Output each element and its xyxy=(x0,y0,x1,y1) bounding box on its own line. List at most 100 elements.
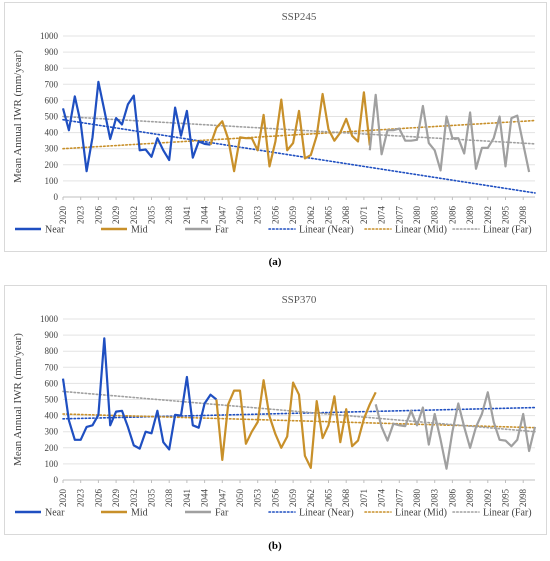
x-tick-label: 2068 xyxy=(341,489,351,508)
x-tick-label: 2062 xyxy=(306,489,316,507)
x-tick-label: 2044 xyxy=(200,206,210,225)
x-tick-label: 2050 xyxy=(235,206,245,225)
x-tick-label: 2059 xyxy=(288,489,298,508)
series-line-mid xyxy=(209,91,371,173)
legend-item-linear-mid: Linear (Mid) xyxy=(364,225,447,236)
legend-label: Linear (Mid) xyxy=(395,225,447,236)
legend-label: Far xyxy=(215,508,229,519)
y-tick-label: 500 xyxy=(45,395,59,405)
y-axis-label: Mean Annual IWR (mm/year) xyxy=(12,333,24,466)
legend-item-near: Near xyxy=(15,508,65,519)
x-tick-label: 2053 xyxy=(253,206,263,225)
y-tick-label: 0 xyxy=(54,192,59,202)
y-tick-label: 1000 xyxy=(40,314,59,324)
x-tick-label: 2029 xyxy=(111,489,121,508)
trendline-linear-near xyxy=(62,118,536,194)
x-tick-label: 2026 xyxy=(93,206,103,225)
y-axis-label: Mean Annual IWR (mm/year) xyxy=(12,50,24,183)
x-tick-label: 2089 xyxy=(465,206,475,225)
y-tick-label: 900 xyxy=(45,47,59,57)
legend-item-linear-far: Linear (Far) xyxy=(452,508,532,519)
series-line-mid xyxy=(215,379,377,469)
x-tick-label: 2068 xyxy=(341,206,351,225)
y-tick-label: 0 xyxy=(54,475,59,485)
trendline-linear-far xyxy=(62,390,536,433)
x-tick-label: 2038 xyxy=(164,489,174,508)
y-tick-label: 800 xyxy=(45,346,59,356)
chart-ssp370: SSP370 0 100 200 300 400 500 600 700 800 900 1000 Me… xyxy=(12,294,537,519)
legend-item-far: Far xyxy=(185,508,229,519)
y-tick-label: 700 xyxy=(45,362,59,372)
legend-label: Linear (Far) xyxy=(483,225,532,236)
chart-panel-ssp245: SSP245 0 100 200 300 400 500 600 700 800 900 1000 Me… xyxy=(4,2,547,252)
y-tick-label: 800 xyxy=(45,63,59,73)
series-line-near xyxy=(61,337,218,451)
x-tick-label: 2095 xyxy=(501,206,511,225)
x-tick-label: 2086 xyxy=(447,206,457,225)
x-tick-label: 2074 xyxy=(377,489,387,508)
y-tick-label: 400 xyxy=(45,411,59,421)
legend-label: Linear (Near) xyxy=(299,508,354,519)
x-tick-label: 2080 xyxy=(412,206,422,225)
legend-label: Near xyxy=(45,508,65,519)
legend-item-mid: Mid xyxy=(101,508,148,519)
legend-label: Far xyxy=(215,225,229,236)
x-tick-label: 2071 xyxy=(359,489,369,507)
x-tick-label: 2095 xyxy=(501,489,511,508)
y-tick-label: 400 xyxy=(45,128,59,138)
chart-title: SSP370 xyxy=(282,294,317,306)
y-tick-label: 600 xyxy=(45,378,59,388)
x-tick-label: 2020 xyxy=(58,206,68,225)
x-tick-label: 2020 xyxy=(58,489,68,508)
trendline-linear-far xyxy=(62,115,536,145)
chart-panel-ssp370: SSP370 0 100 200 300 400 500 600 700 800 900 1000 Me… xyxy=(4,285,547,535)
x-tick-label: 2044 xyxy=(200,489,210,508)
legend-item-near: Near xyxy=(15,225,65,236)
x-tick-label: 2038 xyxy=(164,206,174,225)
x-tick-label: 2092 xyxy=(483,206,493,224)
legend-label: Mid xyxy=(131,225,148,236)
x-tick-label: 2047 xyxy=(217,489,227,508)
legend-item-mid: Mid xyxy=(101,225,148,236)
x-tick-label: 2062 xyxy=(306,206,316,224)
legend-item-linear-far: Linear (Far) xyxy=(452,225,532,236)
series-line-far xyxy=(368,93,531,173)
x-tick-label: 2050 xyxy=(235,489,245,508)
x-tick-label: 2089 xyxy=(465,489,475,508)
caption-a: (a) xyxy=(268,256,282,268)
x-tick-label: 2077 xyxy=(394,489,404,508)
x-tick-label: 2083 xyxy=(430,206,440,225)
legend-label: Near xyxy=(45,225,65,236)
y-tick-label: 900 xyxy=(45,330,59,340)
x-tick-label: 2071 xyxy=(359,206,369,224)
x-tick-label: 2086 xyxy=(447,489,457,508)
x-tick-label: 2023 xyxy=(76,489,86,508)
y-tick-label: 300 xyxy=(45,427,59,437)
legend-label: Linear (Mid) xyxy=(395,508,447,519)
trendline-linear-near xyxy=(62,406,536,420)
x-tick-label: 2029 xyxy=(111,206,121,225)
y-tick-label: 600 xyxy=(45,95,59,105)
x-tick-label: 2056 xyxy=(270,206,280,225)
x-tick-label: 2065 xyxy=(324,206,334,225)
x-tick-label: 2080 xyxy=(412,489,422,508)
x-tick-label: 2074 xyxy=(377,206,387,225)
x-tick-label: 2041 xyxy=(182,489,192,507)
trendline-linear-mid xyxy=(62,119,536,150)
legend-item-linear-mid: Linear (Mid) xyxy=(364,508,447,519)
x-tick-label: 2035 xyxy=(147,489,157,508)
legend-label: Linear (Near) xyxy=(299,225,354,236)
x-tick-label: 2056 xyxy=(270,489,280,508)
x-tick-label: 2059 xyxy=(288,206,298,225)
legend-item-linear-near: Linear (Near) xyxy=(268,508,354,519)
x-tick-label: 2092 xyxy=(483,489,493,507)
x-tick-label: 2065 xyxy=(324,489,334,508)
trendline-linear-mid xyxy=(62,413,536,429)
x-tick-label: 2047 xyxy=(217,206,227,225)
y-tick-label: 700 xyxy=(45,79,59,89)
y-tick-label: 100 xyxy=(45,459,59,469)
x-tick-label: 2032 xyxy=(129,206,139,224)
x-tick-label: 2041 xyxy=(182,206,192,224)
y-tick-label: 200 xyxy=(45,160,59,170)
legend-label: Mid xyxy=(131,508,148,519)
